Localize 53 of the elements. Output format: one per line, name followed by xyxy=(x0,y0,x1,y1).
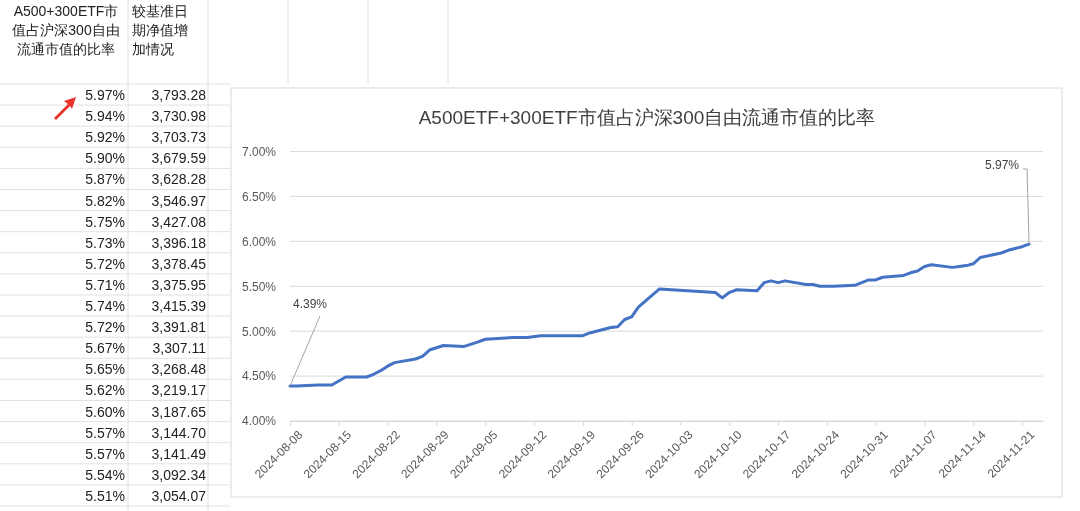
text: 5.74% xyxy=(85,298,125,314)
text: 3,415.39 xyxy=(151,298,207,314)
text: 3,187.65 xyxy=(151,403,207,420)
text: 5.92% xyxy=(85,129,125,146)
y-tick-label: 5.50% xyxy=(241,279,277,294)
text: 3,307.11 xyxy=(152,340,207,357)
text: 5.60% xyxy=(85,403,125,420)
text: 3,219.17 xyxy=(151,382,207,399)
chart-title: A500ETF+300ETF市值占沪深300自由流通市值的比率 xyxy=(418,107,876,128)
text: 3,391.81 xyxy=(151,319,207,336)
y-tick-label: 4.00% xyxy=(241,414,277,429)
text: 5.72% xyxy=(85,255,125,272)
text: 5.75% xyxy=(85,213,125,230)
text: 较基准日期净值增加情况 xyxy=(132,3,188,57)
text: 5.97% xyxy=(85,87,125,103)
text: 3,141.49 xyxy=(151,445,207,462)
text: 3,427.08 xyxy=(151,213,207,230)
text: 3,793.28 xyxy=(151,87,207,103)
annotation: 4.39% xyxy=(293,296,328,311)
text: 3,628.28 xyxy=(151,171,207,188)
text: 3,703.73 xyxy=(151,129,207,146)
text: 3,144.70 xyxy=(151,424,207,441)
text: 3,679.59 xyxy=(151,150,207,167)
text: 5.73% xyxy=(85,234,125,251)
annotation: 5.97% xyxy=(985,158,1020,173)
text: 3,546.97 xyxy=(151,192,207,209)
text: 5.51% xyxy=(85,487,125,504)
text: 3,054.07 xyxy=(151,487,207,504)
text: 5.54% xyxy=(85,466,125,483)
text: 5.94% xyxy=(85,108,125,125)
line-series xyxy=(288,242,1031,388)
y-tick-label: 5.00% xyxy=(241,324,277,339)
text: 5.87% xyxy=(85,171,125,188)
text: 3,268.48 xyxy=(151,361,207,378)
text: 3,375.95 xyxy=(151,276,207,293)
y-tick-label: 4.50% xyxy=(241,369,277,384)
text: 3,730.98 xyxy=(151,108,207,125)
text: A500+300ETF市值占沪深300自由流通市值的比率 xyxy=(12,3,120,57)
text: 5.65% xyxy=(85,361,125,378)
text: 5.82% xyxy=(85,192,125,209)
text: 5.62% xyxy=(85,382,125,399)
y-tick-label: 7.00% xyxy=(241,144,277,159)
text: 5.90% xyxy=(85,150,125,167)
text: 5.57% xyxy=(85,445,125,462)
text: 5.71% xyxy=(85,276,125,293)
y-tick-label: 6.00% xyxy=(241,234,277,249)
text: 5.57% xyxy=(85,424,125,441)
text: 5.72% xyxy=(85,319,125,336)
text: 5.67% xyxy=(85,340,125,357)
text: 3,378.45 xyxy=(151,255,207,272)
text: 3,092.34 xyxy=(151,466,207,483)
text: 3,396.18 xyxy=(151,234,207,251)
y-tick-label: 6.50% xyxy=(241,189,277,204)
